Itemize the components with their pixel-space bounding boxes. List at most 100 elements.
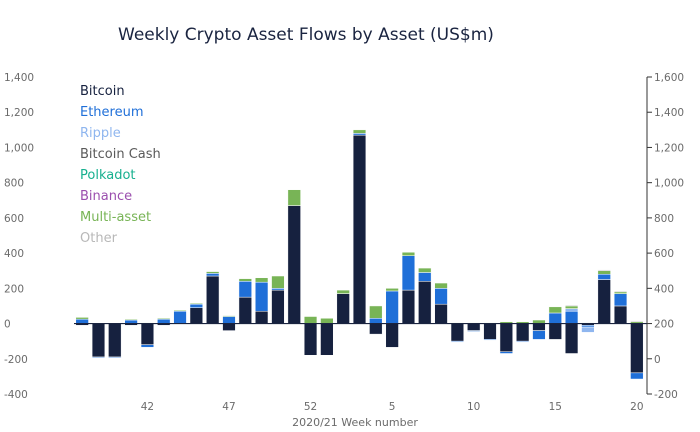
- bar-segment-multi-asset: [613, 291, 628, 294]
- y2-tick-label: 400: [654, 283, 674, 295]
- bar-segment-bitcoin: [255, 310, 269, 324]
- y2-tick-label: 1,000: [654, 178, 684, 190]
- bar-segment-ethereum: [140, 344, 155, 348]
- bar-segment-ethereum: [548, 312, 562, 324]
- bar-segment-ethereum: [630, 372, 644, 380]
- bar-segment-ethereum: [238, 281, 252, 298]
- bar-segment-multi-asset: [287, 189, 301, 206]
- x-axis: 42 47 52 5 10 15 20: [141, 401, 644, 413]
- bar-segment-bitcoin: [450, 323, 464, 342]
- y2-tick-label: 800: [654, 213, 674, 225]
- bar-segment-bitcoin: [548, 323, 562, 340]
- bar-segment-bitcoin: [564, 323, 579, 354]
- bar-segment-ethereum: [401, 255, 416, 291]
- bar-segment-multi-asset: [320, 318, 334, 324]
- y-tick-label: -400: [4, 389, 28, 401]
- bar-segment-multi-asset: [255, 277, 269, 283]
- bar-segment-multi-asset: [206, 271, 220, 274]
- bar-segment-multi-asset: [336, 289, 350, 294]
- bar-segment-multi-asset: [157, 318, 171, 320]
- y2-tick-label: 600: [654, 248, 674, 260]
- x-tick-label: 20: [630, 401, 643, 413]
- y-tick-label: 1,000: [4, 142, 34, 154]
- chart-title: Weekly Crypto Asset Flows by Asset (US$m…: [118, 25, 494, 45]
- bar-segment-multi-asset: [564, 305, 579, 309]
- bar-segment-ethereum: [613, 293, 628, 307]
- bar-segment-bitcoin: [352, 134, 367, 324]
- bar-segment-bitcoin: [385, 323, 399, 348]
- bar-segment-multi-asset: [401, 251, 416, 256]
- bar-segment-ethereum: [597, 273, 611, 280]
- bar-segment-other: [630, 320, 644, 323]
- y-tick-label: 1,200: [4, 107, 34, 119]
- bar-segment-multi-asset: [597, 270, 611, 275]
- bar-segment-bitcoin: [597, 279, 611, 324]
- bar-segment-multi-asset: [124, 318, 138, 321]
- bar-segment-other: [597, 269, 611, 271]
- y2-tick-label: 1,600: [654, 72, 684, 84]
- bar-segment-multi-asset: [369, 305, 383, 319]
- bar-segment-bitcoin: [467, 323, 481, 331]
- y-axis-right: -200 0 200 400 600 800 1,000 1,200 1,400 1,600: [647, 72, 684, 401]
- bar-segment-multi-asset: [222, 315, 236, 317]
- bar-segment-ethereum: [450, 340, 464, 343]
- bar-segment-bitcoin: [91, 323, 106, 358]
- bar-segment-bitcoin: [401, 289, 416, 324]
- y-tick-label: 800: [4, 178, 24, 190]
- bar-segment-bitcoin: [108, 323, 122, 358]
- y-tick-label: 0: [4, 319, 11, 331]
- bar-segment-ethereum: [483, 339, 497, 341]
- bar-segment-multi-asset: [75, 317, 89, 320]
- bar-segment-ripple: [581, 326, 595, 333]
- bar-segment-ripple: [564, 308, 579, 312]
- y2-tick-label: 0: [654, 354, 661, 366]
- bar-segment-multi-asset: [173, 310, 187, 312]
- bar-segment-ethereum: [385, 290, 399, 324]
- x-tick-label: 5: [389, 401, 396, 413]
- x-tick-label: 15: [549, 401, 562, 413]
- bar-segment-ethereum: [157, 318, 171, 324]
- bar-segment-bitcoin: [222, 323, 236, 331]
- legend-item: Other: [80, 231, 118, 246]
- bar-segment-ethereum: [189, 303, 203, 308]
- bar-segment-ethereum: [352, 133, 367, 136]
- y-tick-label: -200: [4, 354, 28, 366]
- legend-item: Ethereum: [80, 105, 144, 120]
- legend-item: Multi-asset: [80, 210, 151, 225]
- bar-segment-multi-asset: [238, 278, 252, 282]
- bar-segment-bitcoin: [303, 323, 318, 356]
- legend-item: Binance: [80, 189, 132, 204]
- bar-segment-ethereum: [532, 330, 546, 340]
- bar-segment-bitcoin: [613, 305, 628, 324]
- y2-tick-label: 1,200: [654, 142, 684, 154]
- bar-segment-bitcoin: [140, 323, 155, 345]
- x-tick-label: 10: [467, 401, 480, 413]
- bar-segment-ethereum: [222, 316, 236, 324]
- x-axis-title: 2020/21 Week number: [292, 416, 418, 429]
- legend-item: Bitcoin: [80, 84, 125, 99]
- y2-tick-label: 200: [654, 319, 674, 331]
- y-tick-label: 200: [4, 283, 24, 295]
- bar-segment-ethereum: [271, 288, 285, 291]
- y2-tick-label: -200: [654, 389, 678, 401]
- bar-segment-bitcoin: [516, 323, 530, 342]
- bar-segment-ethereum: [434, 288, 448, 305]
- y-axis-left: -400 -200 0 200 400 600 800 1,000 1,200 1,400: [4, 72, 34, 401]
- x-tick-label: 47: [222, 401, 235, 413]
- y2-tick-label: 1,400: [654, 107, 684, 119]
- bar-segment-ethereum: [91, 356, 106, 359]
- bar-segment-ethereum: [369, 318, 383, 324]
- bar-segment-ethereum: [516, 340, 530, 343]
- bar-segment-ethereum: [564, 310, 579, 324]
- bar-segment-bitcoin: [483, 323, 497, 340]
- y-tick-label: 600: [4, 213, 24, 225]
- bar-segment-bitcoin: [418, 281, 432, 324]
- bar-segment-bitcoin: [189, 307, 203, 324]
- bar-segment-ethereum: [467, 330, 481, 332]
- x-tick-label: 52: [304, 401, 317, 413]
- bar-segment-ethereum: [255, 281, 269, 312]
- bar-segment-bitcoin: [630, 323, 644, 374]
- bar-segment-ethereum: [173, 310, 187, 324]
- bar-segment-ethereum: [108, 356, 122, 359]
